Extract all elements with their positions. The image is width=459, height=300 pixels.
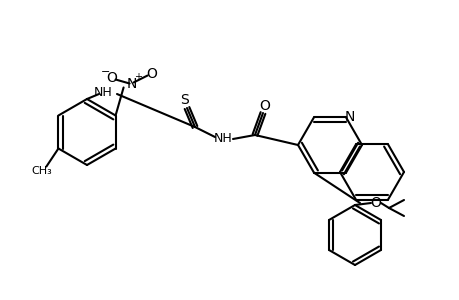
Text: O: O xyxy=(370,196,381,210)
Text: O: O xyxy=(259,99,270,113)
Text: CH₃: CH₃ xyxy=(31,167,52,176)
Text: O: O xyxy=(146,67,157,80)
Text: −: − xyxy=(101,67,110,76)
Text: N: N xyxy=(126,76,136,91)
Text: N: N xyxy=(344,110,354,124)
Text: S: S xyxy=(180,93,189,107)
Text: NH: NH xyxy=(94,85,112,98)
Text: NH: NH xyxy=(213,133,232,146)
Text: +: + xyxy=(133,73,141,82)
Text: O: O xyxy=(106,70,117,85)
